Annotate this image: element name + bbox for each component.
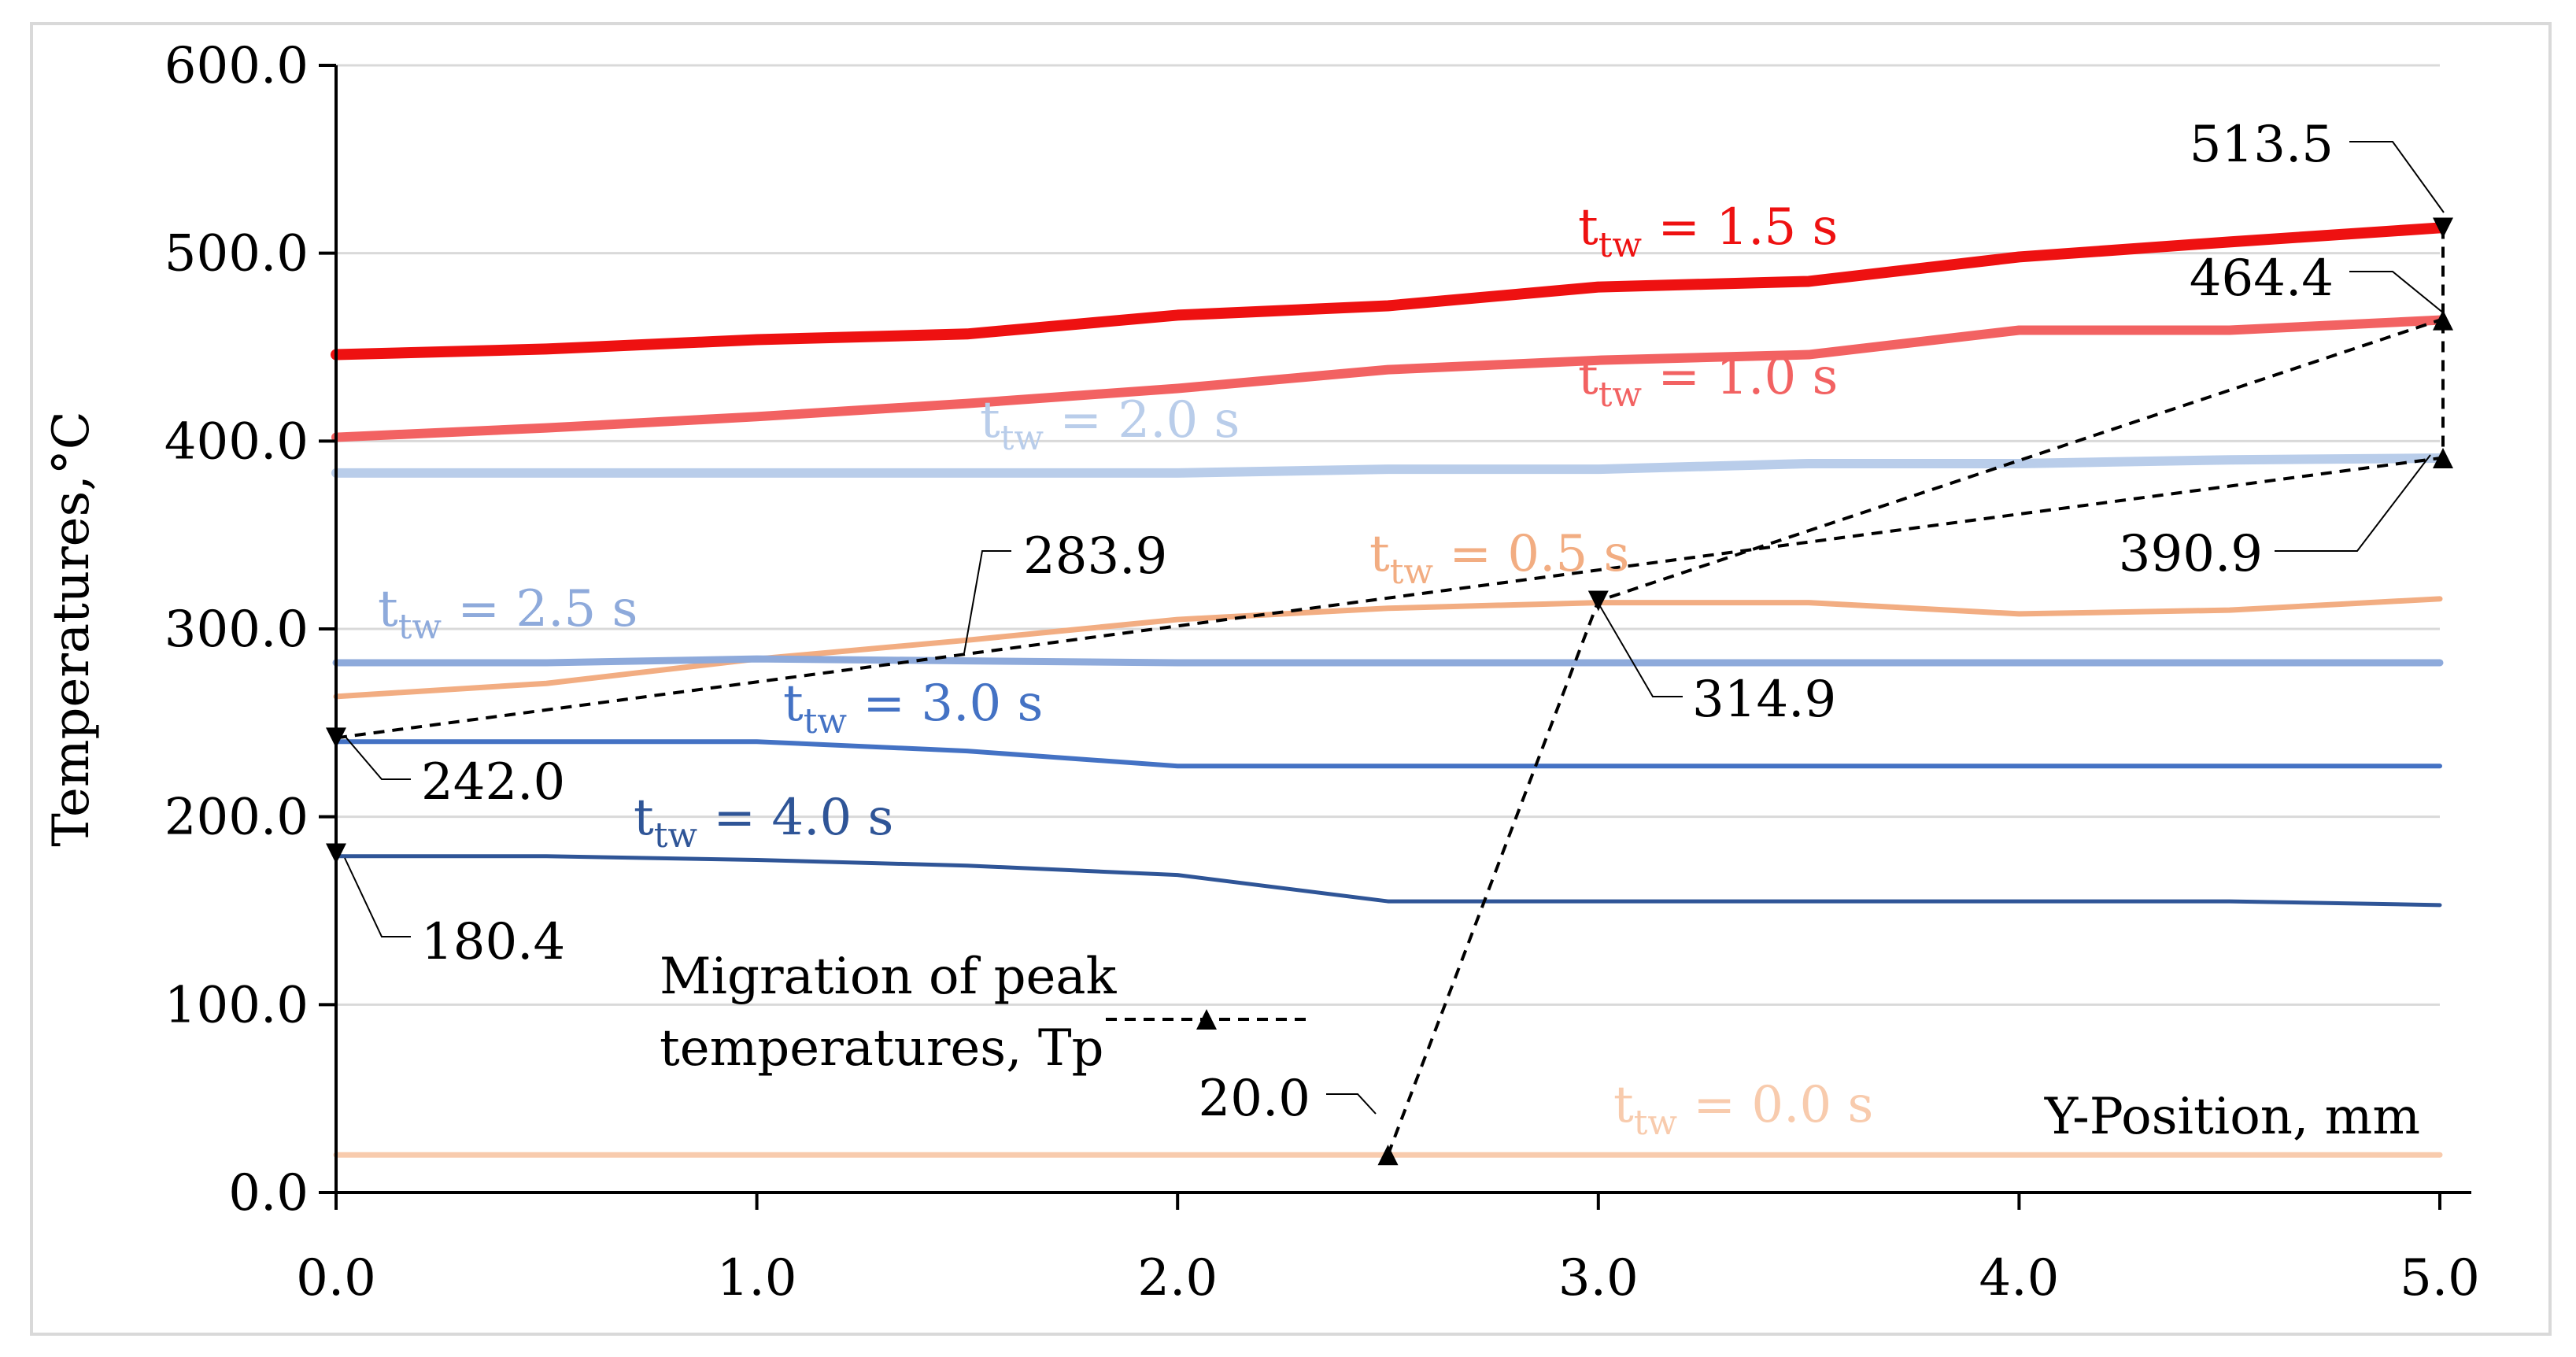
series-label-t00: ttw = 0.0 s xyxy=(1613,1076,1873,1143)
data-label: 464.4 xyxy=(2190,250,2334,308)
y-tick-label: 0.0 xyxy=(228,1164,309,1222)
y-axis-title: Temperatures,°C xyxy=(43,411,101,846)
x-axis-title: Y-Position, mm xyxy=(2044,1088,2420,1146)
callout-leader xyxy=(963,550,1011,654)
data-label: 20.0 xyxy=(1199,1070,1311,1128)
callout-leader xyxy=(2349,271,2445,314)
grid xyxy=(336,64,2440,1006)
data-label: 390.9 xyxy=(2119,525,2263,583)
series-line-t20 xyxy=(331,453,2445,478)
axes xyxy=(319,64,2471,1210)
series-layer xyxy=(331,222,2445,1158)
series-label-t05: ttw = 0.5 s xyxy=(1369,525,1629,592)
data-label: 242.0 xyxy=(421,753,565,812)
series-line-t10 xyxy=(331,315,2445,442)
labels: 0.0 100.0 200.0 300.0 400.0 500.0 600.0 0.0 1.0 2… xyxy=(43,37,2480,1307)
x-tick-label: 1.0 xyxy=(717,1249,797,1307)
peak-marker xyxy=(2433,217,2453,238)
x-tick-label: 4.0 xyxy=(1979,1249,2060,1307)
y-tick-label: 100.0 xyxy=(164,976,309,1034)
peak-marker xyxy=(2433,309,2453,331)
x-tick-label: 3.0 xyxy=(1558,1249,1639,1307)
y-tick-label: 600.0 xyxy=(164,37,309,95)
callout-leader xyxy=(1597,601,1683,697)
series-line-t40 xyxy=(334,854,2442,908)
migration-path xyxy=(335,457,2441,740)
legend-marker xyxy=(1196,1009,1217,1030)
data-label: 513.5 xyxy=(2190,116,2334,174)
data-label: 314.9 xyxy=(1692,671,1836,729)
series-label-t40: ttw = 4.0 s xyxy=(634,789,893,856)
data-label: 180.4 xyxy=(421,913,565,971)
y-tick-label: 300.0 xyxy=(164,601,309,659)
series-line-t15 xyxy=(331,222,2445,361)
data-label: 283.9 xyxy=(1023,527,1167,586)
chart-border xyxy=(30,22,2552,1336)
series-label-t20: ttw = 2.0 s xyxy=(980,391,1240,458)
peak-marker xyxy=(2433,448,2453,469)
series-line-t05 xyxy=(333,596,2443,700)
callout-leader xyxy=(2349,141,2445,213)
y-tick-label: 200.0 xyxy=(164,789,309,847)
legend-label: temperatures, Tp xyxy=(660,1019,1103,1078)
callout-leader xyxy=(2275,454,2431,552)
series-label-t25: ttw = 2.5 s xyxy=(378,580,638,647)
series-line-t30 xyxy=(334,739,2442,769)
x-tick-label: 0.0 xyxy=(296,1249,376,1307)
series-label-t15: ttw = 1.5 s xyxy=(1578,198,1838,265)
peak-migration xyxy=(326,141,2453,1166)
callout-leader xyxy=(344,735,411,780)
series-line-t25 xyxy=(332,655,2444,667)
y-tick-label: 500.0 xyxy=(164,225,309,283)
callout-leader xyxy=(1326,1093,1377,1115)
peak-marker xyxy=(1377,1144,1399,1166)
series-label-t30: ttw = 3.0 s xyxy=(783,675,1043,741)
y-tick-label: 400.0 xyxy=(164,412,309,471)
peak-marker xyxy=(1587,590,1609,612)
legend-label: Migration of peak xyxy=(660,948,1118,1006)
series-label-t10: ttw = 1.0 s xyxy=(1578,348,1838,415)
x-tick-label: 2.0 xyxy=(1137,1249,1218,1307)
x-tick-label: 5.0 xyxy=(2400,1249,2480,1307)
callout-leader xyxy=(344,857,411,937)
